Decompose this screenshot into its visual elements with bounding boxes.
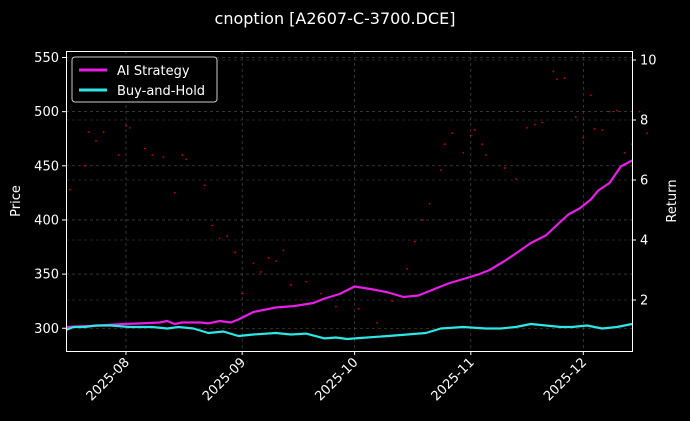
price-point — [275, 260, 277, 263]
price-point — [211, 224, 214, 227]
price-point — [533, 123, 536, 126]
price-point — [589, 94, 592, 97]
grid — [66, 51, 632, 351]
legend-bh-label: Buy-and-Hold — [117, 84, 205, 99]
y-tick-label: 350 — [34, 268, 59, 283]
price-point — [125, 124, 127, 127]
y-axis-label: Price — [9, 185, 24, 217]
y2-tick-label: 10 — [640, 54, 657, 69]
price-point — [443, 143, 446, 146]
price-point — [451, 132, 453, 135]
plot-frame — [66, 51, 633, 352]
price-point — [473, 129, 476, 131]
price-point — [526, 126, 528, 129]
buy-and-hold-line — [65, 322, 633, 341]
price-point — [173, 191, 176, 194]
price-point — [552, 70, 555, 73]
price-points — [68, 70, 648, 324]
price-point — [319, 292, 322, 295]
price-point — [218, 237, 221, 240]
price-point — [83, 164, 86, 167]
price-point — [481, 143, 483, 146]
price-point — [203, 184, 206, 187]
price-point — [117, 154, 120, 156]
y2-tick-label: 8 — [640, 114, 648, 129]
price-point — [469, 134, 472, 137]
y-tick-label: 550 — [34, 51, 59, 66]
y-tick-label: 450 — [34, 159, 59, 174]
price-point — [406, 267, 408, 270]
y2-tick-label: 6 — [640, 174, 648, 189]
price-point — [462, 151, 465, 154]
price-point — [563, 77, 566, 79]
price-point — [608, 110, 611, 113]
price-point — [593, 128, 596, 130]
price-point — [556, 78, 558, 81]
ai-strategy-line — [65, 159, 633, 329]
legend-box — [71, 56, 218, 103]
y-tick-label: 400 — [34, 213, 59, 228]
chart-title: cnoption [A2607-C-3700.DCE] — [215, 9, 456, 28]
price-point — [95, 139, 97, 142]
price-point — [128, 126, 131, 129]
price-point — [162, 156, 165, 159]
price-point — [357, 307, 360, 310]
price-point — [616, 109, 618, 112]
price-point — [582, 136, 585, 139]
price-point — [181, 154, 184, 156]
y2-tick-label: 4 — [640, 234, 648, 249]
price-point — [428, 202, 431, 205]
y2-tick-label: 2 — [640, 294, 648, 309]
price-point — [541, 121, 543, 124]
price-point — [151, 154, 154, 156]
legend-ai-label: AI Strategy — [117, 64, 190, 79]
price-point — [282, 249, 285, 252]
price-point — [241, 292, 244, 295]
price-point — [334, 305, 337, 308]
price-point — [233, 251, 236, 254]
price-point — [87, 131, 90, 134]
price-point — [260, 271, 262, 273]
price-point — [601, 129, 603, 131]
price-point — [574, 116, 577, 118]
series-lines — [65, 159, 633, 341]
price-point — [185, 158, 187, 161]
y-tick-label: 300 — [34, 322, 59, 337]
price-point — [421, 219, 423, 221]
price-point — [503, 167, 506, 169]
price-point — [376, 321, 379, 324]
price-point — [252, 262, 255, 265]
price-point — [102, 131, 105, 134]
price-point — [267, 256, 270, 259]
price-point — [646, 132, 648, 135]
price-point — [514, 177, 517, 180]
legend: AI Strategy Buy-and-Hold — [71, 56, 218, 103]
price-point — [623, 151, 626, 154]
price-point — [226, 235, 229, 238]
price-point — [290, 284, 292, 286]
price-point — [413, 240, 416, 243]
price-point — [484, 154, 487, 156]
price-point — [391, 300, 394, 303]
price-point — [304, 280, 307, 283]
price-point — [439, 169, 442, 172]
y-tick-label: 500 — [34, 105, 59, 120]
y2-axis-label: Return — [665, 179, 680, 222]
price-point — [68, 188, 71, 191]
price-point — [143, 147, 146, 150]
price-point — [638, 110, 641, 113]
